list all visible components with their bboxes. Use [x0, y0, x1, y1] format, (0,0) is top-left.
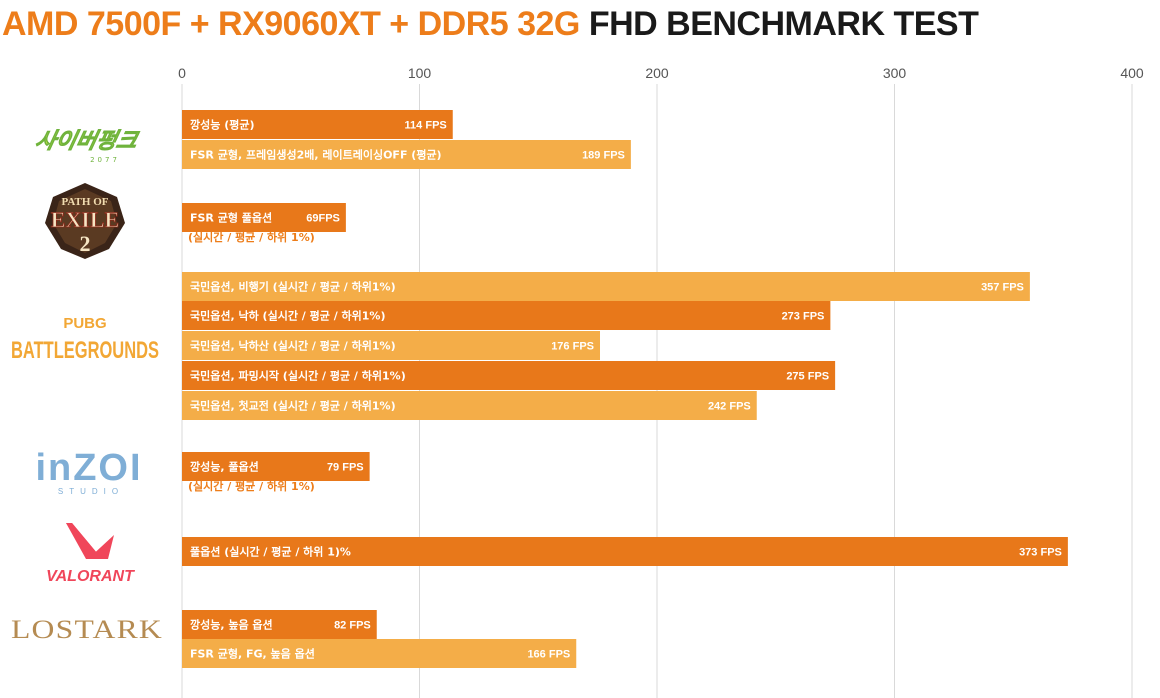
pubg-logo: PUBG BATTLEGROUNDS: [0, 306, 170, 366]
x-tick-label: 300: [883, 65, 907, 81]
bar-label: 국민옵션, 낙하 (실시간 / 평균 / 하위1%): [190, 309, 385, 323]
bar-value-label: 242 FPS: [708, 401, 751, 413]
bar: [182, 452, 370, 481]
bar-value-label: 176 FPS: [551, 341, 594, 353]
bar-label: 깡성능, 풀옵션: [190, 460, 259, 474]
bar: [182, 110, 453, 139]
bar: [182, 140, 631, 169]
bar-value-label: 373 FPS: [1019, 547, 1062, 559]
bar-value-label: 79 FPS: [327, 462, 364, 474]
bar-value-label: 273 FPS: [782, 311, 825, 323]
inzoi-logo-text: inZOI: [35, 447, 142, 489]
lost-ark-logo: LOSTARK: [0, 610, 170, 650]
bar-label: 국민옵션, 비행기 (실시간 / 평균 / 하위1%): [190, 280, 396, 294]
bar-value-label: 189 FPS: [582, 150, 625, 162]
bar-label: 국민옵션, 낙하산 (실시간 / 평균 / 하위1%): [190, 339, 396, 353]
bar-note: (실시간 / 평균 / 하위 1%): [188, 230, 315, 244]
bar-label: FSR 균형 풀옵션: [190, 211, 272, 225]
bar-label: 국민옵션, 파밍시작 (실시간 / 평균 / 하위1%): [190, 369, 406, 383]
bar: [182, 203, 346, 232]
bar-value-label: 275 FPS: [786, 371, 829, 383]
poe-logo-num: 2: [80, 231, 91, 256]
cyberpunk-logo-text: 사이버펑크: [33, 128, 141, 154]
bar-value-label: 82 FPS: [334, 620, 371, 632]
bar: [182, 610, 377, 639]
bar-label: 깡성능, 높음 옵션: [190, 618, 273, 632]
valorant-logo: VALORANT: [0, 518, 170, 586]
bar: [182, 272, 1030, 301]
cyberpunk-logo: 사이버펑크 2077: [0, 112, 170, 174]
bar-value-label: 166 FPS: [527, 649, 570, 661]
x-tick-label: 100: [408, 65, 432, 81]
inzoi-logo-sub: STUDIO: [58, 487, 124, 496]
chart-title-part1: AMD 7500F + RX9060XT + DDR5 32G: [2, 5, 580, 43]
inzoi-logo: inZOI STUDIO: [0, 446, 170, 498]
bar: [182, 537, 1068, 566]
x-tick-label: 0: [178, 65, 186, 81]
bar: [182, 331, 600, 360]
bar-note: (실시간 / 평균 / 하위 1%): [188, 479, 315, 493]
bar: [182, 639, 577, 668]
poe-logo-top: PATH OF: [62, 196, 109, 208]
bar: [182, 301, 831, 330]
chart-title-part2: FHD BENCHMARK TEST: [588, 5, 979, 43]
bar: [182, 361, 836, 390]
bar-label: FSR 균형, FG, 높음 옵션: [190, 647, 315, 661]
poe-logo-mid: EXILE: [51, 207, 119, 232]
pubg-logo-bottom: BATTLEGROUNDS: [11, 337, 159, 364]
path-of-exile-logo: PATH OF EXILE 2: [0, 178, 170, 264]
lost-ark-logo-text: LOSTARK: [11, 615, 163, 644]
cyberpunk-logo-sub: 2077: [90, 156, 120, 164]
bar-label: 풀옵션 (실시간 / 평균 / 하위 1)%: [190, 545, 351, 559]
bar: [182, 391, 757, 420]
bar-value-label: 69FPS: [306, 213, 340, 225]
bar-label: 깡성능 (평균): [190, 118, 254, 132]
bar-label: 국민옵션, 첫교전 (실시간 / 평균 / 하위1%): [190, 399, 396, 413]
x-tick-label: 200: [645, 65, 669, 81]
valorant-logo-text: VALORANT: [46, 568, 135, 585]
bar-value-label: 357 FPS: [981, 282, 1024, 294]
x-tick-label: 400: [1120, 65, 1144, 81]
pubg-logo-top: PUBG: [63, 315, 106, 332]
chart-title: AMD 7500F + RX9060XT + DDR5 32G FHD BENC…: [2, 2, 979, 46]
bar-label: FSR 균형, 프레임생성2배, 레이트레이싱OFF (평균): [190, 148, 442, 162]
bar-value-label: 114 FPS: [405, 120, 447, 132]
